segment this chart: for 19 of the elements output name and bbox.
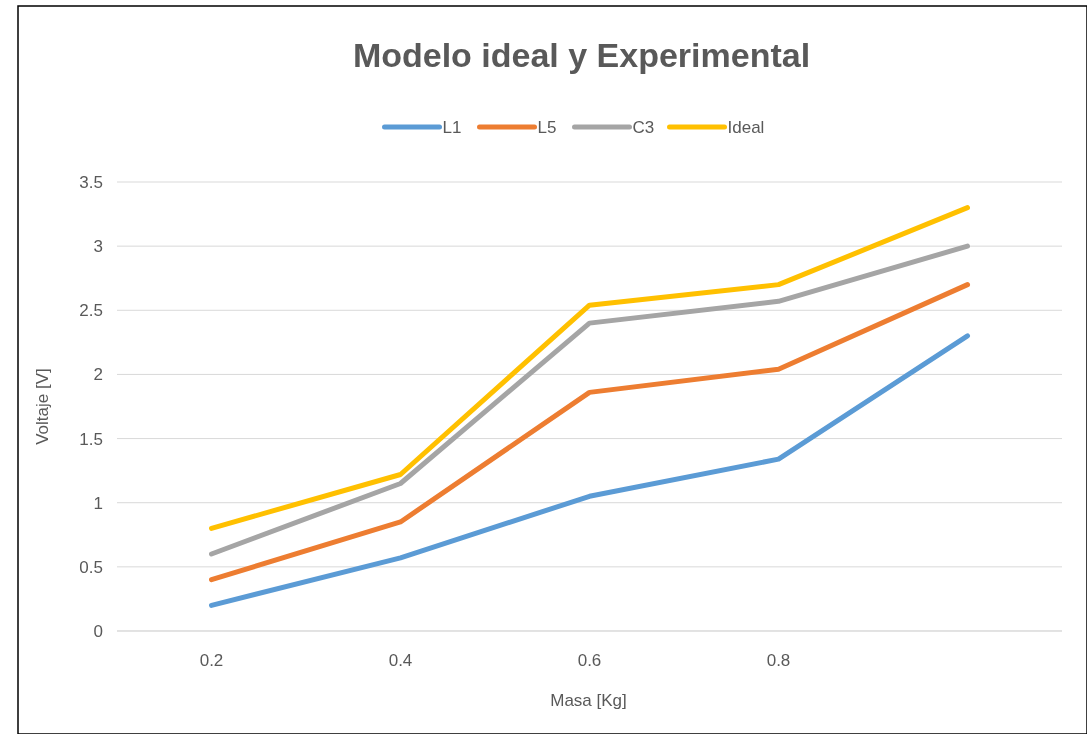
y-tick-label: 1 [93,493,103,513]
y-tick-label: 3.5 [79,172,103,192]
legend-label: L1 [442,117,462,137]
legend-label: C3 [632,117,655,137]
chart-title: Modelo ideal y Experimental [352,36,811,74]
x-axis-title: Masa [Kg] [550,691,627,710]
y-tick-label: 0 [93,621,103,641]
legend-label: Ideal [727,117,765,137]
y-tick-label: 2 [93,365,103,385]
x-tick-label: 0.6 [577,651,602,670]
y-axis-title: Voltaje [V] [33,368,52,445]
x-tick-label: 0.8 [766,651,791,670]
x-tick-label: 0.2 [199,651,224,670]
y-tick-label: 3 [93,237,103,257]
x-tick-label: 0.4 [388,651,413,670]
legend-label: L5 [537,117,557,137]
y-tick-label: 0.5 [79,557,103,577]
y-tick-label: 2.5 [79,301,103,321]
y-tick-label: 1.5 [79,429,103,449]
